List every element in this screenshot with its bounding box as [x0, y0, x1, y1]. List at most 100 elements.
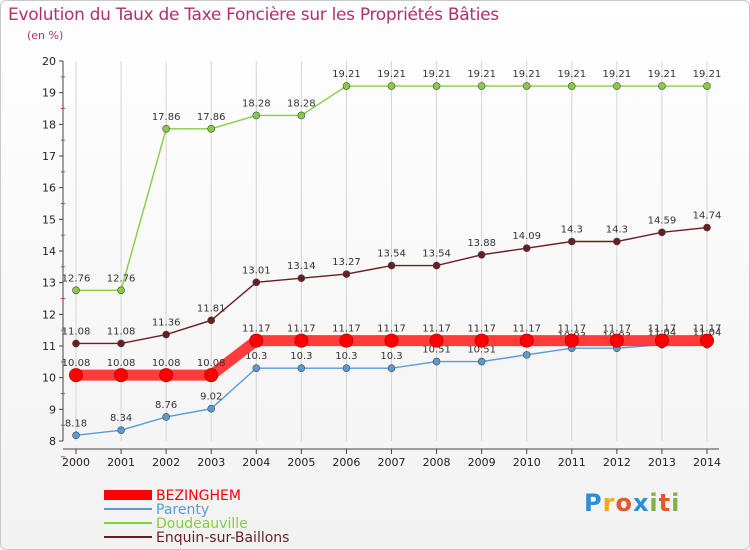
data-point [294, 333, 309, 348]
y-tick-label: 19 [42, 87, 56, 100]
x-tick-label: 2011 [558, 456, 586, 469]
data-point [564, 333, 579, 348]
data-point [162, 124, 170, 133]
x-tick-label: 2007 [378, 456, 406, 469]
data-point [567, 237, 576, 246]
data-label: 11.17 [648, 324, 677, 335]
data-label: 18.28 [242, 98, 271, 109]
data-point [342, 82, 351, 90]
legend-label: Parenty [156, 502, 209, 518]
logo-letter: t [658, 489, 672, 517]
legend-swatch [104, 490, 152, 500]
x-tick-label: 2013 [648, 456, 676, 469]
data-label: 10.3 [245, 351, 267, 362]
data-label: 11.17 [242, 324, 271, 335]
data-point [69, 368, 83, 383]
data-point [384, 333, 399, 348]
data-label: 11.04 [693, 328, 722, 339]
x-tick-label: 2003 [197, 456, 225, 469]
y-tick-label: 9 [49, 403, 56, 416]
data-label: 11.17 [422, 324, 451, 335]
data-point [159, 368, 174, 383]
data-label: 11.04 [648, 328, 677, 339]
data-point [522, 82, 531, 90]
data-label: 11.81 [197, 303, 226, 314]
data-label: 19.21 [512, 69, 541, 80]
data-label: 11.17 [512, 324, 541, 335]
data-label: 11.08 [62, 326, 91, 337]
data-label: 14.3 [606, 225, 628, 236]
data-point [429, 333, 444, 348]
data-point [432, 261, 441, 270]
legend-label: Enquin-sur-Baillons [156, 530, 289, 546]
data-label: 13.54 [422, 249, 451, 260]
y-tick-label: 11 [42, 340, 56, 353]
data-label: 13.01 [242, 265, 271, 276]
data-point [700, 333, 714, 348]
data-label: 11.17 [693, 324, 722, 335]
data-point [252, 111, 261, 120]
y-tick-label: 17 [42, 150, 56, 163]
data-label: 13.54 [377, 249, 406, 260]
data-label: 17.86 [152, 112, 181, 123]
data-point [658, 82, 666, 90]
data-point [297, 364, 306, 372]
y-tick-label: 14 [42, 245, 56, 258]
data-label: 11.17 [557, 324, 586, 335]
data-point [249, 333, 264, 348]
x-tick-label: 2009 [468, 456, 496, 469]
x-tick-label: 2004 [242, 456, 270, 469]
data-point [117, 339, 125, 348]
x-tick-label: 2005 [287, 456, 315, 469]
data-label: 17.86 [197, 112, 226, 123]
data-label: 9.02 [200, 392, 222, 403]
data-label: 11.17 [332, 324, 361, 335]
data-label: 11.17 [467, 324, 496, 335]
data-point [613, 82, 621, 90]
data-label: 13.27 [332, 257, 361, 268]
x-tick-label: 2008 [423, 456, 451, 469]
y-tick-label: 15 [42, 213, 56, 226]
data-label: 19.21 [422, 69, 451, 80]
data-label: 8.76 [155, 400, 177, 411]
data-label: 19.21 [693, 69, 722, 80]
data-point [72, 339, 80, 348]
data-point [519, 333, 534, 348]
data-label: 11.36 [152, 318, 181, 329]
data-point [297, 111, 306, 120]
data-label: 11.17 [603, 324, 632, 335]
data-label: 13.14 [287, 261, 316, 272]
data-point [432, 357, 441, 366]
data-point [658, 228, 666, 237]
data-point [432, 82, 441, 90]
x-tick-label: 2002 [152, 456, 180, 469]
data-label: 10.3 [380, 351, 402, 362]
data-point [703, 82, 711, 90]
x-tick-label: 2006 [332, 456, 360, 469]
data-point [342, 364, 351, 372]
data-label: 10.08 [107, 358, 136, 369]
y-tick-label: 13 [42, 277, 56, 290]
x-tick-label: 2012 [603, 456, 631, 469]
data-point [162, 330, 170, 339]
data-point [72, 431, 80, 440]
data-point [609, 333, 624, 348]
y-tick-label: 18 [42, 118, 56, 131]
proxiti-logo: Proxiti [584, 489, 680, 517]
data-label: 19.21 [377, 69, 406, 80]
data-point [567, 82, 576, 90]
data-label: 10.3 [335, 351, 357, 362]
data-point [114, 368, 129, 383]
chart-title: Evolution du Taux de Taxe Foncière sur l… [8, 5, 499, 25]
data-label: 19.21 [648, 69, 677, 80]
data-label: 10.08 [62, 358, 91, 369]
data-label: 14.3 [561, 225, 583, 236]
data-point [613, 237, 621, 246]
data-point [117, 426, 125, 435]
data-label: 8.34 [110, 413, 132, 424]
data-label: 10.51 [422, 345, 451, 356]
data-label: 10.08 [152, 358, 181, 369]
data-point [204, 368, 219, 383]
data-label: 14.74 [693, 211, 722, 222]
